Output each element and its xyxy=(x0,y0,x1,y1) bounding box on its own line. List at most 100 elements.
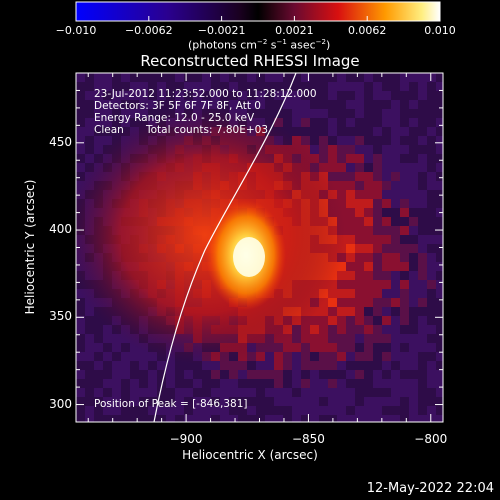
heatmap-pixel xyxy=(391,244,400,253)
heatmap-pixel xyxy=(337,334,346,343)
heatmap-pixel xyxy=(184,100,193,109)
heatmap-pixel xyxy=(148,361,157,370)
heatmap-pixel xyxy=(382,235,391,244)
heatmap-pixel xyxy=(328,307,337,316)
heatmap-pixel xyxy=(382,181,391,190)
heatmap-pixel xyxy=(418,388,427,397)
heatmap-pixel xyxy=(220,100,229,109)
colorbar-ticks xyxy=(75,16,441,21)
heatmap-pixel xyxy=(427,397,436,406)
heatmap-pixel xyxy=(103,388,112,397)
heatmap-pixel xyxy=(364,226,373,235)
heatmap-pixel xyxy=(427,127,436,136)
heatmap-pixel xyxy=(292,109,301,118)
heatmap-pixel xyxy=(355,280,364,289)
heatmap-pixel xyxy=(103,73,112,82)
heatmap-pixel xyxy=(355,208,364,217)
heatmap-pixel xyxy=(121,100,130,109)
heatmap-pixel xyxy=(427,379,436,388)
heatmap-pixel xyxy=(184,397,193,406)
x-tick-label: −800 xyxy=(414,432,448,446)
heatmap-pixel xyxy=(427,208,436,217)
heatmap-pixel xyxy=(400,118,409,127)
heatmap-pixel xyxy=(355,118,364,127)
x-axis-label: Heliocentric X (arcsec) xyxy=(182,448,318,462)
heatmap-pixel xyxy=(409,181,418,190)
heatmap-pixel xyxy=(355,190,364,199)
heatmap-pixel xyxy=(337,172,346,181)
heatmap-pixel xyxy=(373,118,382,127)
heatmap-pixel xyxy=(283,379,292,388)
heatmap-pixel xyxy=(364,388,373,397)
heatmap-pixel xyxy=(373,361,382,370)
heatmap-pixel xyxy=(409,271,418,280)
heatmap-pixel xyxy=(301,343,310,352)
heatmap-pixel xyxy=(382,253,391,262)
heatmap-pixel xyxy=(391,109,400,118)
heatmap-pixel xyxy=(283,343,292,352)
heatmap-pixel xyxy=(409,253,418,262)
heatmap-pixel xyxy=(184,415,193,422)
heatmap-pixel xyxy=(238,397,247,406)
heatmap-pixel xyxy=(256,361,265,370)
heatmap-pixel xyxy=(229,73,238,82)
heatmap-pixel xyxy=(112,82,121,91)
heatmap-pixel xyxy=(94,100,103,109)
heatmap-pixel xyxy=(202,100,211,109)
heatmap-pixel xyxy=(400,154,409,163)
heatmap-pixel xyxy=(211,388,220,397)
heatmap-pixel xyxy=(256,352,265,361)
heatmap-pixel xyxy=(310,415,319,422)
heatmap-pixel xyxy=(121,415,130,422)
heatmap-pixel xyxy=(256,415,265,422)
heatmap-pixel xyxy=(427,244,436,253)
heatmap-pixel xyxy=(166,406,175,415)
heatmap-pixel xyxy=(382,316,391,325)
heatmap-pixel xyxy=(328,325,337,334)
heatmap-pixel xyxy=(418,361,427,370)
heatmap-pixel xyxy=(418,145,427,154)
heatmap-pixel xyxy=(337,163,346,172)
heatmap-pixel xyxy=(427,190,436,199)
heatmap-pixel xyxy=(328,298,337,307)
heatmap-pixel xyxy=(346,388,355,397)
heatmap-pixel xyxy=(400,217,409,226)
heatmap-pixel xyxy=(364,235,373,244)
heatmap-pixel xyxy=(130,397,139,406)
heatmap-pixel xyxy=(355,388,364,397)
heatmap-pixel xyxy=(409,109,418,118)
heatmap-pixel xyxy=(130,100,139,109)
heatmap-pixel xyxy=(94,352,103,361)
heatmap-pixel xyxy=(94,397,103,406)
heatmap-pixel xyxy=(184,370,193,379)
heatmap-pixel xyxy=(364,190,373,199)
heatmap-pixel xyxy=(301,415,310,422)
heatmap-pixel xyxy=(337,127,346,136)
heatmap-pixel xyxy=(76,109,85,118)
heatmap-pixel xyxy=(211,82,220,91)
heatmap-pixel xyxy=(337,370,346,379)
heatmap-pixel xyxy=(202,388,211,397)
heatmap-pixel xyxy=(346,352,355,361)
heatmap-pixel xyxy=(175,91,184,100)
heatmap-pixel xyxy=(418,199,427,208)
heatmap-pixel xyxy=(391,217,400,226)
heatmap-pixel xyxy=(301,136,310,145)
heatmap-pixel xyxy=(283,406,292,415)
heatmap-pixel xyxy=(427,109,436,118)
heatmap-pixel xyxy=(436,352,443,361)
heatmap-pixel xyxy=(121,109,130,118)
heatmap-pixel xyxy=(382,190,391,199)
heatmap-pixel xyxy=(193,100,202,109)
heatmap-pixel xyxy=(409,199,418,208)
heatmap-pixel xyxy=(238,100,247,109)
heatmap-pixel xyxy=(157,379,166,388)
heatmap-pixel xyxy=(427,334,436,343)
heatmap-pixel xyxy=(400,352,409,361)
heatmap-pixel xyxy=(139,406,148,415)
heatmap-pixel xyxy=(319,127,328,136)
heatmap-pixel xyxy=(301,406,310,415)
heatmap-pixel xyxy=(184,82,193,91)
heatmap-pixel xyxy=(409,289,418,298)
heatmap-pixel xyxy=(301,334,310,343)
